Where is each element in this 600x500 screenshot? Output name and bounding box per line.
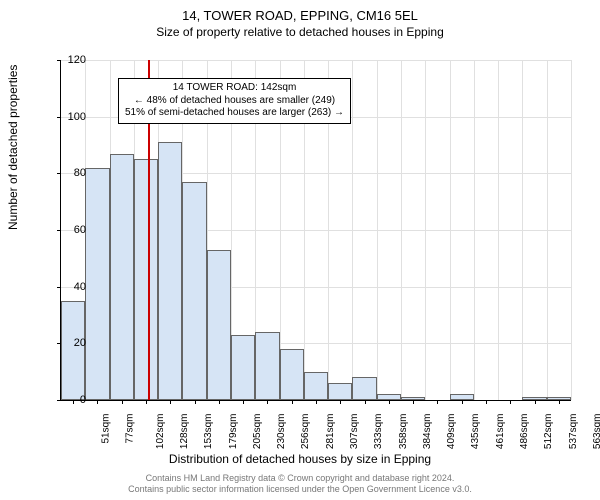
x-tick-mark (365, 400, 366, 404)
x-tick-mark (146, 400, 147, 404)
x-tick-mark (122, 400, 123, 404)
y-tick-label: 40 (56, 281, 86, 293)
x-tick-label: 563sqm (592, 414, 600, 450)
grid-vertical (571, 60, 572, 400)
x-tick-label: 256sqm (301, 414, 312, 450)
grid-horizontal (61, 60, 571, 61)
histogram-bar (134, 159, 158, 400)
x-tick-label: 486sqm (519, 414, 530, 450)
y-tick-label: 80 (56, 167, 86, 179)
histogram-bar (280, 349, 304, 400)
histogram-bar (255, 332, 279, 400)
x-tick-label: 77sqm (125, 414, 136, 444)
x-tick-mark (437, 400, 438, 404)
histogram-bar (304, 372, 328, 400)
y-tick-label: 20 (56, 337, 86, 349)
chart-subtitle: Size of property relative to detached ho… (0, 23, 600, 39)
x-tick-label: 537sqm (568, 414, 579, 450)
x-tick-label: 512sqm (543, 414, 554, 450)
x-tick-mark (535, 400, 536, 404)
x-tick-mark (340, 400, 341, 404)
x-tick-label: 51sqm (101, 414, 112, 444)
x-tick-mark (170, 400, 171, 404)
x-tick-mark (195, 400, 196, 404)
histogram-bar (328, 383, 352, 400)
x-tick-mark (316, 400, 317, 404)
x-tick-mark (413, 400, 414, 404)
chart-title: 14, TOWER ROAD, EPPING, CM16 5EL (0, 0, 600, 23)
x-tick-label: 384sqm (422, 414, 433, 450)
x-tick-mark (559, 400, 560, 404)
x-tick-mark (267, 400, 268, 404)
x-tick-mark (219, 400, 220, 404)
footer-line1: Contains HM Land Registry data © Crown c… (0, 473, 600, 484)
x-tick-mark (462, 400, 463, 404)
x-tick-label: 281sqm (325, 414, 336, 450)
y-tick-label: 100 (56, 111, 86, 123)
chart-area: 14 TOWER ROAD: 142sqm ← 48% of detached … (60, 60, 570, 400)
histogram-bar (110, 154, 134, 401)
x-tick-label: 153sqm (203, 414, 214, 450)
footer-line2: Contains public sector information licen… (0, 484, 600, 495)
info-box: 14 TOWER ROAD: 142sqm ← 48% of detached … (118, 78, 351, 124)
x-tick-label: 333sqm (373, 414, 384, 450)
y-tick-label: 120 (56, 54, 86, 66)
x-tick-mark (243, 400, 244, 404)
histogram-bar (231, 335, 255, 400)
x-tick-label: 461sqm (495, 414, 506, 450)
footer-attribution: Contains HM Land Registry data © Crown c… (0, 473, 600, 496)
x-tick-mark (389, 400, 390, 404)
info-box-line1: 14 TOWER ROAD: 142sqm (125, 82, 344, 95)
x-tick-label: 102sqm (155, 414, 166, 450)
chart-container: 14, TOWER ROAD, EPPING, CM16 5EL Size of… (0, 0, 600, 500)
info-box-line2: ← 48% of detached houses are smaller (24… (125, 95, 344, 108)
x-axis-label: Distribution of detached houses by size … (0, 452, 600, 466)
x-tick-label: 230sqm (276, 414, 287, 450)
x-tick-label: 205sqm (252, 414, 263, 450)
x-tick-label: 409sqm (446, 414, 457, 450)
histogram-bar (182, 182, 206, 400)
x-tick-mark (510, 400, 511, 404)
x-tick-mark (486, 400, 487, 404)
info-box-line3: 51% of semi-detached houses are larger (… (125, 107, 344, 120)
histogram-bar (85, 168, 109, 400)
histogram-bar (207, 250, 231, 400)
histogram-bar (352, 377, 376, 400)
histogram-bar (158, 142, 182, 400)
x-tick-label: 435sqm (471, 414, 482, 450)
x-tick-mark (97, 400, 98, 404)
histogram-bar (61, 301, 85, 400)
y-tick-label: 60 (56, 224, 86, 236)
x-tick-label: 358sqm (398, 414, 409, 450)
y-axis-label: Number of detached properties (6, 65, 20, 230)
y-tick-label: 0 (56, 394, 86, 406)
x-tick-label: 307sqm (349, 414, 360, 450)
x-tick-mark (292, 400, 293, 404)
x-tick-label: 128sqm (179, 414, 190, 450)
x-tick-label: 179sqm (228, 414, 239, 450)
